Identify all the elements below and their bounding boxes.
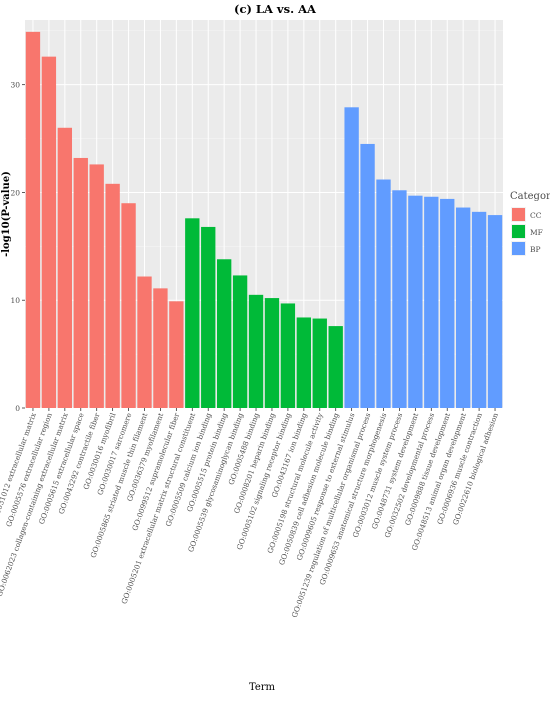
y-tick-label: 10 xyxy=(10,296,20,305)
bar xyxy=(232,275,248,408)
bars xyxy=(25,31,503,409)
bar xyxy=(169,301,184,408)
bar xyxy=(25,31,41,408)
bar xyxy=(248,294,264,408)
bar xyxy=(471,211,487,408)
bar xyxy=(185,218,200,408)
legend-key-mf xyxy=(512,225,525,238)
bar xyxy=(201,226,216,408)
bar xyxy=(89,164,104,408)
legend-key-cc xyxy=(512,208,525,221)
chart-title: (c) LA vs. AA xyxy=(234,2,317,16)
y-tick-label: 30 xyxy=(10,81,20,90)
legend-key-bp xyxy=(512,242,525,255)
bar xyxy=(408,195,423,408)
x-axis: GO:0031012 extracellular matrixGO:000557… xyxy=(0,408,500,619)
y-tick-label: 0 xyxy=(15,404,20,413)
bar xyxy=(105,183,120,408)
bar xyxy=(487,215,503,408)
x-axis-title: Term xyxy=(249,682,276,693)
bar xyxy=(216,259,232,408)
y-axis: 0 10 20 30 xyxy=(10,81,25,413)
bar xyxy=(153,288,168,408)
bar xyxy=(121,203,136,408)
legend-label: BP xyxy=(530,245,541,254)
bar xyxy=(264,298,280,408)
legend: Category CC MF BP xyxy=(510,191,550,256)
bar xyxy=(280,303,296,408)
bar xyxy=(424,196,439,408)
bar xyxy=(376,179,391,408)
bar xyxy=(440,198,455,408)
legend-label: CC xyxy=(530,211,542,220)
legend-title: Category xyxy=(510,191,550,202)
bar xyxy=(455,207,471,408)
bar xyxy=(73,157,88,408)
bar xyxy=(57,127,73,409)
bar xyxy=(312,318,327,408)
y-axis-title: -log10(P-value) xyxy=(1,171,12,257)
bar xyxy=(344,107,359,409)
bar xyxy=(296,317,312,408)
bar xyxy=(41,56,57,409)
bar xyxy=(392,190,407,408)
y-tick-label: 20 xyxy=(10,188,20,197)
bar xyxy=(328,326,343,408)
bar xyxy=(360,143,375,408)
legend-label: MF xyxy=(530,228,543,237)
bar xyxy=(137,276,152,408)
